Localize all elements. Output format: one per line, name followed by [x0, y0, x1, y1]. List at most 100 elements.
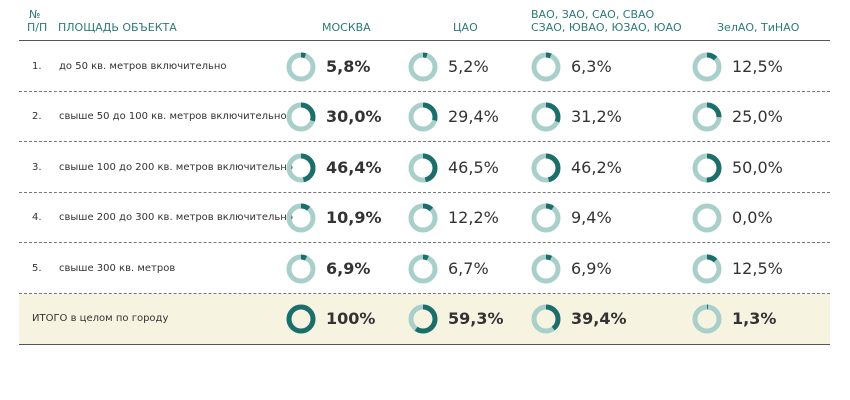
ring-track — [286, 254, 316, 284]
value-label: 12,5% — [732, 259, 783, 278]
ring-segment — [692, 52, 722, 82]
value-cell: 46,4% — [286, 143, 406, 193]
ring-track — [531, 254, 561, 284]
value-label: 31,2% — [571, 107, 622, 126]
value-cell: 5,2% — [408, 42, 528, 92]
value-cell: 12,5% — [692, 244, 812, 294]
ring-segment — [531, 203, 561, 233]
row-label: свыше 50 до 100 кв. метров включительно — [59, 111, 287, 122]
ring-segment — [286, 153, 316, 183]
ring-track — [692, 304, 722, 334]
ring-track — [531, 52, 561, 82]
donut-ring — [692, 304, 722, 334]
donut-ring — [408, 203, 438, 233]
ring-track — [286, 52, 316, 82]
ring-segment — [408, 52, 438, 82]
value-label: 50,0% — [732, 158, 783, 177]
ring-segment — [286, 254, 316, 284]
row-separator — [19, 293, 830, 294]
ring-segment — [692, 153, 722, 183]
ring-segment — [692, 254, 722, 284]
donut-ring — [408, 254, 438, 284]
value-cell: 100% — [286, 294, 406, 344]
value-cell: 30,0% — [286, 92, 406, 142]
value-cell: 50,0% — [692, 143, 812, 193]
ring-segment — [531, 304, 561, 334]
value-cell: 6,9% — [286, 244, 406, 294]
header-col-cao: ЦАО — [453, 21, 478, 34]
header-col-moscow: МОСКВА — [322, 21, 371, 34]
row-number: 2. — [32, 111, 42, 122]
value-label: 12,2% — [448, 208, 499, 227]
value-label: 46,2% — [571, 158, 622, 177]
value-label: 100% — [326, 309, 376, 328]
value-cell: 6,7% — [408, 244, 528, 294]
value-label: 6,7% — [448, 259, 489, 278]
total-row: ИТОГО в целом по городу 100% 59,3% 39,4% 1,3… — [19, 294, 830, 345]
ring-segment — [408, 254, 438, 284]
total-label: ИТОГО в целом по городу — [32, 313, 169, 324]
donut-ring — [531, 254, 561, 284]
ring-segment — [692, 102, 722, 132]
row-label: свыше 300 кв. метров — [59, 263, 176, 274]
value-label: 1,3% — [732, 309, 777, 328]
ring-track — [408, 52, 438, 82]
ring-segment — [286, 52, 316, 82]
ring-track — [531, 203, 561, 233]
donut-ring — [531, 304, 561, 334]
value-cell: 0,0% — [692, 193, 812, 243]
donut-ring — [408, 153, 438, 183]
value-cell: 25,0% — [692, 92, 812, 142]
value-label: 6,9% — [326, 259, 371, 278]
row-separator — [19, 141, 830, 142]
value-cell: 31,2% — [531, 92, 651, 142]
donut-ring — [408, 304, 438, 334]
value-cell: 46,5% — [408, 143, 528, 193]
donut-ring — [286, 304, 316, 334]
value-cell: 12,2% — [408, 193, 528, 243]
ring-segment — [408, 304, 438, 334]
value-label: 5,8% — [326, 57, 371, 76]
value-label: 46,4% — [326, 158, 382, 177]
ring-segment — [531, 102, 561, 132]
header-num: № П/П — [27, 8, 48, 34]
value-cell: 39,4% — [531, 294, 651, 344]
donut-ring — [286, 52, 316, 82]
header-col-zelao: ЗелАО, ТиНАО — [717, 21, 800, 34]
row-label: до 50 кв. метров включительно — [59, 61, 227, 72]
ring-track — [286, 203, 316, 233]
row-label: свыше 100 до 200 кв. метров включительно — [59, 162, 293, 173]
row-number: 5. — [32, 263, 42, 274]
value-cell: 6,9% — [531, 244, 651, 294]
row-separator — [19, 242, 830, 243]
donut-ring — [286, 254, 316, 284]
donut-ring — [692, 102, 722, 132]
table-row: 2. свыше 50 до 100 кв. метров включительн… — [19, 92, 830, 142]
donut-ring — [286, 102, 316, 132]
value-label: 0,0% — [732, 208, 773, 227]
value-label: 30,0% — [326, 107, 382, 126]
donut-ring — [408, 102, 438, 132]
value-label: 46,5% — [448, 158, 499, 177]
value-cell: 9,4% — [531, 193, 651, 243]
row-number: 4. — [32, 212, 42, 223]
donut-ring — [408, 52, 438, 82]
table-row: 4. свыше 200 до 300 кв. метров включитель… — [19, 193, 830, 243]
header-area: ПЛОЩАДЬ ОБЪЕКТА — [58, 21, 177, 34]
value-cell: 1,3% — [692, 294, 812, 344]
header-col-districts: ВАО, ЗАО, САО, СВАО СЗАО, ЮВАО, ЮЗАО, ЮА… — [531, 8, 682, 34]
donut-ring — [286, 203, 316, 233]
value-cell: 12,5% — [692, 42, 812, 92]
row-separator — [19, 192, 830, 193]
value-label: 6,3% — [571, 57, 612, 76]
ring-segment — [286, 203, 316, 233]
ring-segment — [286, 304, 316, 334]
value-label: 10,9% — [326, 208, 382, 227]
donut-ring — [692, 203, 722, 233]
donut-ring — [531, 203, 561, 233]
ring-segment — [408, 102, 438, 132]
ring-track — [408, 203, 438, 233]
donut-ring — [531, 52, 561, 82]
ring-segment — [531, 153, 561, 183]
value-label: 5,2% — [448, 57, 489, 76]
